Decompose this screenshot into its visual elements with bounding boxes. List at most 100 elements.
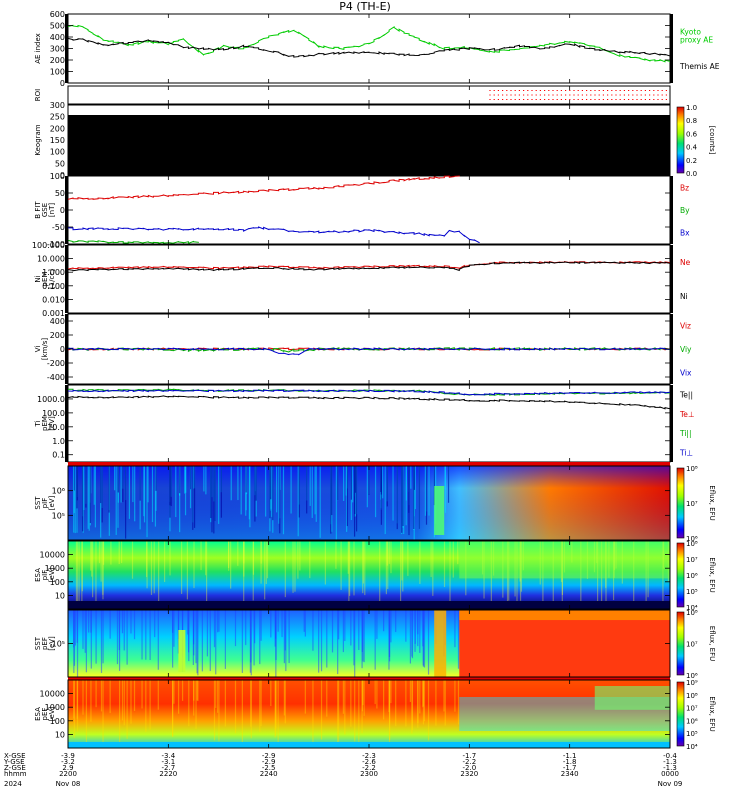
ylabel-sst_e: SST <box>34 636 42 650</box>
spectrogram-stripe <box>303 610 305 632</box>
spectrogram-stripe <box>149 680 151 730</box>
spectrogram-stripe <box>408 466 410 513</box>
series-vix <box>67 347 671 356</box>
spectrogram-stripe <box>356 466 358 532</box>
spectrogram-stripe <box>376 680 378 709</box>
spectrogram-stripe <box>84 610 86 653</box>
spectrogram-stripe <box>410 466 412 489</box>
spectrogram-stripe <box>346 466 348 532</box>
spectrogram-stripe <box>331 610 334 653</box>
time-axis-tick-label: -2.5 <box>262 764 276 772</box>
ytick-label-sst_i: 10⁵ <box>52 511 65 520</box>
spectrogram-stripe <box>120 466 122 503</box>
spectrogram-stripe <box>205 541 207 576</box>
spectrogram-stripe <box>275 680 277 729</box>
spectrogram-stripe <box>100 466 102 504</box>
spectrogram-stripe <box>200 541 202 571</box>
ylabel-esa_i: pIF <box>41 570 49 581</box>
ytick-label-density: 1.000 <box>42 268 65 277</box>
spectrogram-stripe <box>121 610 124 634</box>
ytick-label-temperature: 10.0 <box>47 423 65 432</box>
spectrogram-stripe <box>270 610 272 638</box>
spectrogram-stripe <box>189 466 192 490</box>
spectrogram-stripe <box>388 541 390 564</box>
spectrogram-stripe <box>326 610 328 668</box>
time-axis-tick-label: -2.0 <box>462 764 476 772</box>
time-axis-tick-label: -3.9 <box>61 752 75 760</box>
spectrogram-stripe <box>382 466 384 499</box>
spectrogram-stripe <box>133 680 136 711</box>
spectrogram-stripe <box>213 680 216 741</box>
spectrogram-stripe <box>123 680 125 726</box>
colorbar-label-esa_i: Eflux, EFU <box>708 557 716 592</box>
time-axis-tick-label: 2300 <box>360 770 378 778</box>
spectrogram-stripe <box>101 466 103 523</box>
spectrogram-stripe <box>172 680 174 737</box>
colorbar-tick-keogram: 0.8 <box>686 117 697 125</box>
time-axis-tick-label: 2340 <box>561 770 579 778</box>
spectrogram-stripe <box>297 541 299 579</box>
spectrogram-stripe <box>424 466 427 516</box>
spectrogram-stripe <box>102 610 104 664</box>
colorbar-tick-sst_i: 10⁶ <box>686 535 698 543</box>
ytick-label-temperature: 0.1 <box>52 451 65 460</box>
spectrogram-stripe <box>95 541 97 602</box>
spectrogram-stripe <box>81 541 83 603</box>
spectrogram-stripe <box>188 680 190 727</box>
time-axis-tick-label: -1.7 <box>563 764 577 772</box>
spectrogram-stripe <box>417 610 419 647</box>
time-axis-tick-label: Nov 08 <box>56 780 81 788</box>
spectrogram-stripe <box>284 610 286 651</box>
spectrogram-stripe <box>390 610 392 643</box>
spectrogram-stripe <box>387 541 389 590</box>
spectrogram-stripe <box>110 541 112 565</box>
spectrogram-stripe <box>184 466 186 494</box>
spectrogram-stripe <box>95 610 97 664</box>
ytick-label-temperature: 100.0 <box>42 409 65 418</box>
spectrogram-stripe <box>193 680 195 701</box>
ylabel-density: [1/cc] <box>48 269 56 289</box>
spectrogram-stripe <box>452 541 454 578</box>
ytick-label-velocity: -400 <box>47 373 65 382</box>
time-axis-tick-label: 0000 <box>661 770 679 778</box>
spectrogram-stripe <box>76 680 79 732</box>
spectrogram-stripe <box>354 466 356 515</box>
legend-bz: Bz <box>680 183 689 192</box>
spectrogram-stripe <box>395 610 397 633</box>
ylabel-sst_i: pIF <box>41 498 49 509</box>
legend-vix: Vix <box>680 368 692 377</box>
spectrogram-stripe <box>91 541 93 577</box>
spectrogram-stripe <box>414 610 416 644</box>
ytick-label-velocity: 200 <box>50 331 65 340</box>
spectrogram-stripe <box>206 541 208 605</box>
spectrogram-stripe <box>422 610 425 667</box>
ytick-label-sst_i: 10⁶ <box>52 487 65 496</box>
panel-side-bar-right <box>670 314 673 384</box>
spectrogram-stripe <box>277 680 279 743</box>
spectrogram-stripe <box>195 610 197 664</box>
spectrogram-stripe <box>228 541 230 571</box>
spectrogram-stripe <box>411 610 413 657</box>
spectrogram-stripe <box>158 541 160 607</box>
spectrogram-stripe <box>401 541 403 581</box>
ylabel-bfield: B FIT <box>34 201 42 219</box>
panel-ae <box>67 13 671 84</box>
spectrogram-stripe <box>428 466 430 516</box>
ytick-label-temperature: 1000.0 <box>37 395 65 404</box>
ylabel-density: pEM <box>41 272 49 287</box>
spectrogram-stripe <box>407 541 409 576</box>
spectrogram-stripe <box>143 466 146 523</box>
spectrogram-stripe <box>134 466 136 522</box>
keogram-image <box>68 115 670 175</box>
spectrogram-stripe <box>275 610 277 677</box>
series-bz <box>67 175 460 200</box>
ylabel-ae: AE index <box>34 33 42 64</box>
spectrogram-stripe <box>196 680 198 701</box>
ytick-label-keogram: 200 <box>50 124 65 133</box>
spectrogram-stripe <box>180 541 183 594</box>
spectrogram-stripe <box>419 541 421 584</box>
ylabel-esa_i: ESA <box>34 568 42 582</box>
spectrogram-stripe <box>283 610 285 664</box>
spectrogram-stripe <box>193 541 195 589</box>
spectrogram-stripe <box>217 610 219 633</box>
